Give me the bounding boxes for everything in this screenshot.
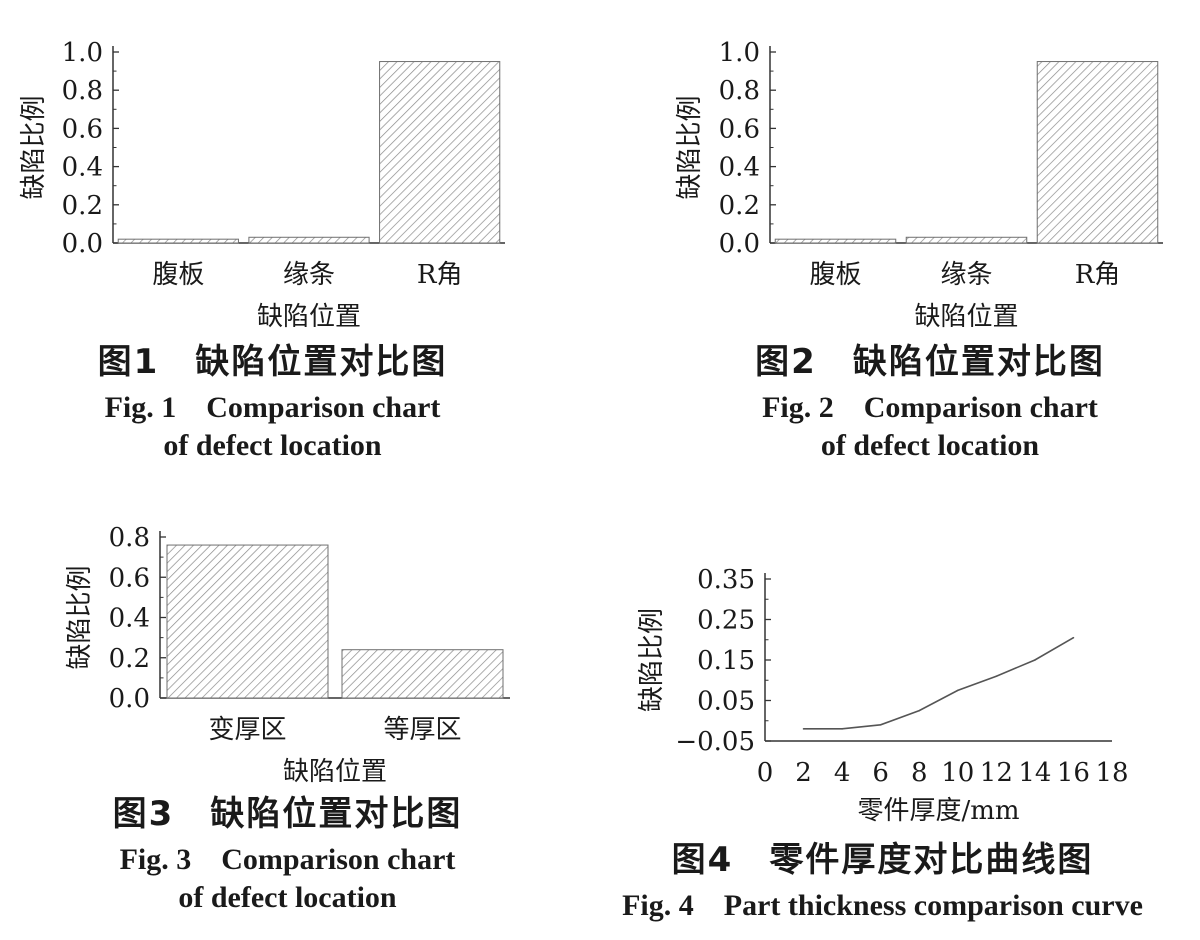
figure-3-chart: 0.0 0.2 0.4 0.6 0.8 变厚区 等厚区 缺陷位置 缺陷比例 [0, 0, 600, 790]
fig1-bar-2 [379, 61, 501, 244]
fig2-category-label-0: 腹板 [809, 260, 861, 290]
fig4-x-axis-title: 零件厚度/mm [857, 796, 1019, 826]
figure-4-svg: −0.05 0.05 0.15 0.25 0.35 0 2 4 6 8 10 12 14 16 18 零件厚度… [637, 565, 1129, 826]
fig2-ytick-label-1: 0.2 [719, 191, 760, 221]
figure-3-caption: 图3 缺陷位置对比图 Fig. 3 Comparison chart of de… [0, 786, 575, 917]
fig3-x-axis-title: 缺陷位置 [283, 757, 387, 787]
fig4-xtick-label-7: 14 [1018, 758, 1051, 788]
figure-1-chart: 0.0 0.2 0.4 0.6 0.8 1.0 腹板 缘条 R角缺陷位置 缺陷比例 [0, 0, 600, 340]
fig1-ytick-label-2: 0.4 [62, 153, 103, 183]
figure-1-caption: 图1 缺陷位置对比图 Fig. 1 Comparison chart of de… [0, 334, 545, 465]
fig1-category-label-2: R角 [417, 260, 463, 290]
fig1-x-axis-title: 缺陷位置 [257, 302, 361, 332]
fig2-ytick-label-4: 0.8 [719, 76, 760, 106]
fig4-xtick-label-4: 8 [911, 758, 928, 788]
fig2-ytick-label-5: 1.0 [719, 38, 760, 68]
fig3-ytick-label-2: 0.4 [109, 604, 150, 634]
fig2-ytick-label-2: 0.4 [719, 153, 760, 183]
fig3-ytick-label-3: 0.6 [109, 563, 150, 593]
fig2-category-label-1: 缘条 [940, 260, 992, 290]
fig4-ytick-label-4: 0.35 [697, 565, 755, 595]
figure-2-caption-en-line2: of defect location [820, 429, 1040, 462]
fig1-category-label-1: 缘条 [283, 260, 335, 290]
fig4-ytick-label-2: 0.15 [697, 646, 755, 676]
fig4-point-2 [879, 724, 882, 726]
fig1-ytick-label-4: 0.8 [62, 76, 103, 106]
fig4-xtick-label-9: 18 [1095, 758, 1128, 788]
fig2-bar-1 [905, 236, 1028, 244]
fig4-point-7 [1072, 636, 1075, 639]
fig2-x-axis-title: 缺陷位置 [914, 302, 1018, 332]
fig3-ytick-label-1: 0.2 [109, 644, 150, 674]
fig4-point-1 [841, 728, 843, 730]
figure-3-caption-en-line2: of defect location [178, 881, 397, 914]
fig2-y-axis-title: 缺陷比例 [675, 95, 705, 199]
figure-4-caption-cn: 图4 零件厚度对比曲线图 [671, 840, 1094, 880]
fig4-xtick-label-8: 16 [1057, 758, 1090, 788]
fig2-bar-2 [1036, 61, 1159, 244]
figure-3-caption-en-line1: Fig. 3 Comparison chart [119, 843, 456, 876]
figure-2-caption-en-line1: Fig. 2 Comparison chart [762, 391, 1098, 424]
fig3-ytick-label-0: 0.0 [109, 684, 150, 714]
fig4-point-3 [918, 709, 921, 712]
fig3-bar-0 [166, 544, 329, 699]
fig2-bar-0 [774, 238, 897, 244]
figure-2-chart: 0.0 0.2 0.4 0.6 0.8 1.0 腹板 缘条 R角缺陷位置 缺陷比例 [0, 0, 1200, 340]
fig4-xtick-label-3: 6 [872, 758, 889, 788]
fig4-ytick-label-3: 0.25 [697, 606, 755, 636]
fig4-point-4 [956, 689, 959, 692]
fig1-bar-0 [117, 238, 239, 244]
fig3-bar-1 [341, 649, 504, 699]
figure-2-caption-cn: 图2 缺陷位置对比图 [755, 342, 1105, 382]
fig1-y-axis-title: 缺陷比例 [19, 95, 49, 199]
fig4-y-axis-title: 缺陷比例 [637, 608, 667, 712]
fig1-ytick-label-5: 1.0 [62, 38, 103, 68]
fig3-category-label-1: 等厚区 [383, 715, 461, 745]
fig4-xtick-label-5: 10 [941, 758, 974, 788]
fig3-y-axis-title: 缺陷比例 [65, 565, 95, 669]
figure-4-caption: 图4 零件厚度对比曲线图 Fig. 4 Part thickness compa… [570, 832, 1195, 925]
figure-1-caption-en-line1: Fig. 1 Comparison chart [104, 391, 441, 424]
fig1-ytick-label-0: 0.0 [62, 229, 103, 259]
figure-1-caption-en-line2: of defect location [163, 429, 382, 462]
fig2-ytick-label-3: 0.6 [719, 114, 760, 144]
fig4-point-5 [995, 675, 998, 677]
fig3-ytick-label-4: 0.8 [109, 523, 150, 553]
figure-3-caption-cn: 图3 缺陷位置对比图 [112, 794, 463, 834]
fig1-bar-1 [248, 236, 370, 244]
fig4-ytick-label-1: 0.05 [697, 687, 755, 717]
fig4-point-0 [802, 728, 805, 730]
figure-1-caption-cn: 图1 缺陷位置对比图 [97, 342, 448, 382]
fig4-series-line [803, 637, 1074, 730]
fig4-point-6 [1034, 659, 1036, 661]
figure-4-caption-en-line1: Fig. 4 Part thickness comparison curve [622, 889, 1143, 922]
figure-4-chart: −0.05 0.05 0.15 0.25 0.35 0 2 4 6 8 10 12 14 16 18 零件厚度… [637, 565, 1129, 826]
fig2-category-label-2: R角 [1075, 260, 1121, 290]
fig2-ytick-label-0: 0.0 [719, 229, 760, 259]
fig4-xtick-label-2: 4 [834, 758, 851, 788]
fig4-ytick-label-0: −0.05 [675, 727, 755, 757]
fig4-xtick-label-6: 12 [980, 758, 1013, 788]
fig3-category-label-0: 变厚区 [208, 715, 286, 745]
fig1-ytick-label-3: 0.6 [62, 114, 103, 144]
fig1-ytick-label-1: 0.2 [62, 191, 103, 221]
fig1-category-label-0: 腹板 [152, 260, 204, 290]
figure-2-caption: 图2 缺陷位置对比图 Fig. 2 Comparison chart of de… [660, 334, 1200, 465]
fig4-xtick-label-1: 2 [795, 758, 812, 788]
fig4-xtick-label-0: 0 [757, 758, 774, 788]
